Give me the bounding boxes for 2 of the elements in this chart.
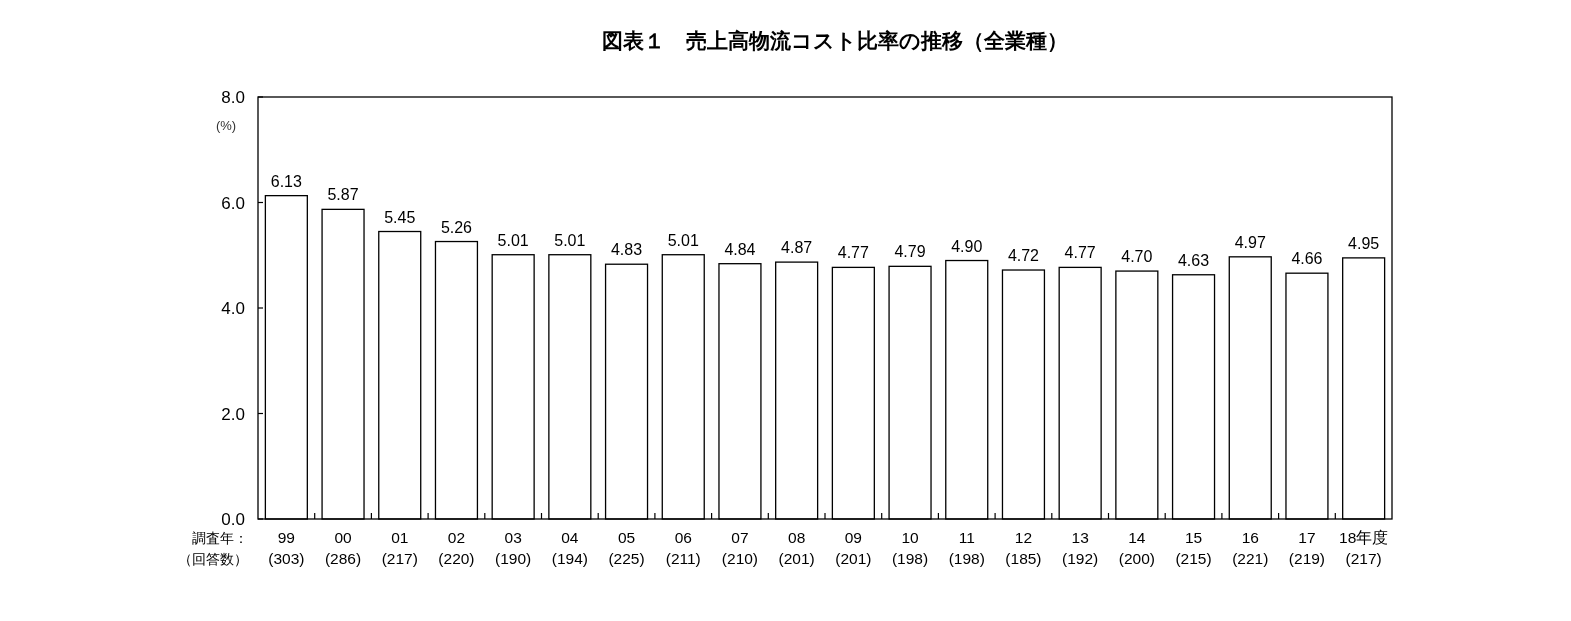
title: 図表１ 売上高物流コスト比率の推移（全業種）	[602, 29, 1068, 52]
annotation: （回答数）	[178, 551, 248, 567]
